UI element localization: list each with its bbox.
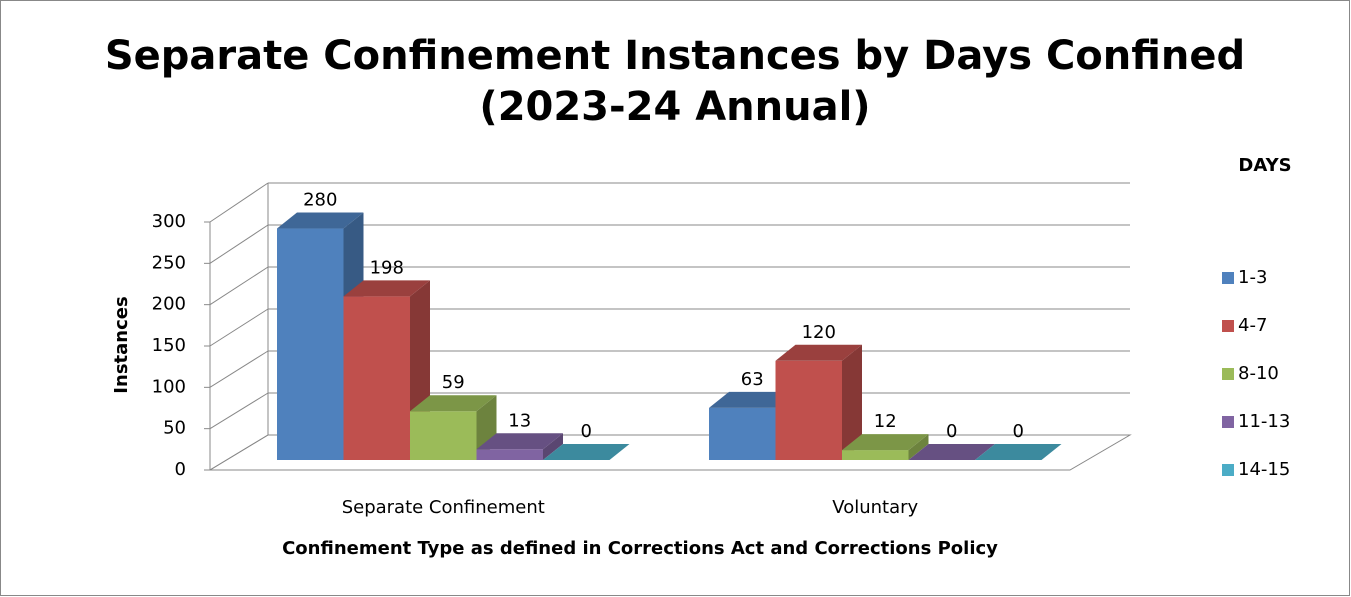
grid-line [209, 392, 269, 430]
y-tick-label: 100 [152, 376, 186, 397]
bar-top [277, 212, 364, 229]
chart-title: (2023-24 Annual) [479, 84, 870, 130]
data-label: 63 [741, 369, 764, 390]
y-tick-label: 200 [152, 294, 186, 315]
legend-label: 11-13 [1238, 411, 1290, 432]
bar-top [410, 395, 497, 412]
legend-label: 1-3 [1238, 267, 1267, 288]
y-tick-label: 250 [152, 252, 186, 273]
bar-side [543, 433, 563, 460]
x-axis-label: Confinement Type as defined in Correctio… [282, 538, 998, 559]
bar-top [908, 444, 995, 460]
bar [842, 450, 909, 460]
legend-swatch [1222, 320, 1234, 332]
bar-top [476, 433, 563, 450]
y-tick-label: 150 [152, 335, 186, 356]
bar [709, 407, 776, 460]
bar-top [842, 434, 929, 451]
data-label: 59 [442, 372, 465, 393]
legend-swatch [1222, 368, 1234, 380]
data-label: 280 [303, 190, 337, 211]
bar-top [775, 344, 862, 361]
x-tick-label: Separate Confinement [342, 497, 545, 518]
data-label: 0 [1013, 421, 1024, 442]
bar [775, 360, 842, 460]
grid-line [209, 182, 269, 223]
data-label: 0 [946, 421, 957, 442]
chart-title: Separate Confinement Instances by Days C… [105, 33, 1245, 79]
legend-title: DAYS [1238, 155, 1291, 176]
data-label: 13 [508, 410, 531, 431]
data-label: 0 [581, 421, 592, 442]
y-tick-label: 300 [152, 211, 186, 232]
legend-label: 4-7 [1238, 315, 1267, 336]
bar [343, 296, 410, 460]
legend-swatch [1222, 272, 1234, 284]
bar [277, 228, 344, 460]
y-tick-label: 0 [175, 459, 186, 480]
bar-top [543, 444, 630, 460]
grid-line [209, 350, 269, 388]
legend-label: 8-10 [1238, 363, 1279, 384]
grid-line [209, 266, 269, 306]
legend-swatch [1222, 416, 1234, 428]
bar-top [975, 444, 1062, 460]
data-label: 198 [370, 257, 404, 278]
legend-swatch [1222, 464, 1234, 476]
bar-top [709, 391, 796, 408]
bar [476, 449, 543, 460]
data-label: 12 [874, 411, 897, 432]
x-tick-label: Voluntary [832, 497, 918, 518]
grid-line [209, 308, 269, 347]
bar-top [343, 280, 430, 297]
bar-side [908, 434, 929, 460]
y-axis-label: Instances [111, 296, 132, 393]
grid-line [209, 224, 269, 264]
bar [410, 411, 477, 460]
data-label: 120 [802, 322, 836, 343]
bar-side [842, 344, 862, 460]
y-tick-label: 50 [163, 418, 186, 439]
legend-label: 14-15 [1238, 459, 1290, 480]
grid-line [209, 434, 269, 471]
